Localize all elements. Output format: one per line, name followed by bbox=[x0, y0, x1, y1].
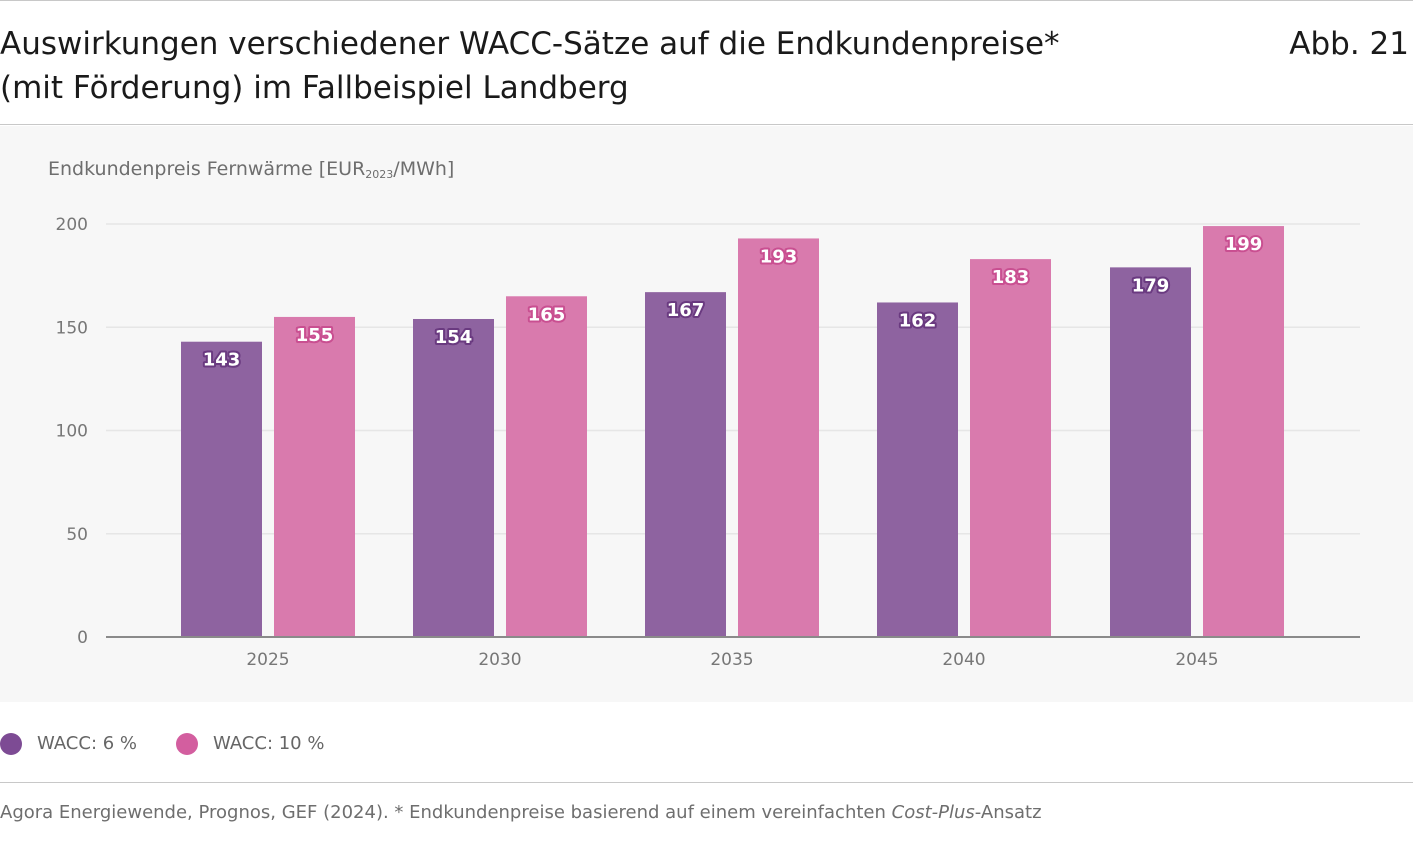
data-label: 193 bbox=[760, 246, 798, 267]
data-label: 167 bbox=[667, 300, 705, 321]
bar bbox=[645, 292, 726, 637]
title-divider bbox=[0, 124, 1413, 125]
source-italic-term: Cost-Plus bbox=[891, 802, 975, 823]
x-axis-ticks: 2025 2030 2035 2040 2045 bbox=[246, 650, 1218, 670]
x-tick-label: 2040 bbox=[942, 650, 985, 670]
bar bbox=[274, 316, 355, 637]
top-rule bbox=[0, 0, 1413, 1]
data-label: 183 bbox=[992, 267, 1030, 288]
bar bbox=[738, 238, 819, 637]
y-axis-label-text: Endkundenpreis Fernwärme [EUR bbox=[48, 158, 366, 180]
bar bbox=[1110, 267, 1191, 637]
legend-label: WACC: 10 % bbox=[213, 733, 325, 754]
figure-number: Abb. 21 bbox=[1289, 26, 1409, 62]
source-note: Agora Energiewende, Prognos, GEF (2024).… bbox=[0, 802, 1042, 823]
data-label: 162 bbox=[899, 310, 937, 331]
bar bbox=[413, 318, 494, 637]
footer-divider bbox=[0, 782, 1413, 783]
legend-label: WACC: 6 % bbox=[37, 733, 138, 754]
title-line-1: Auswirkungen verschiedener WACC-Sätze au… bbox=[0, 26, 1060, 62]
legend-swatch-icon bbox=[0, 733, 22, 755]
source-suffix: -Ansatz bbox=[974, 802, 1042, 823]
y-tick-label: 150 bbox=[56, 318, 88, 338]
y-axis-label-suffix: /MWh] bbox=[393, 158, 455, 180]
x-tick-label: 2045 bbox=[1175, 650, 1218, 670]
x-tick-label: 2030 bbox=[478, 650, 521, 670]
data-label: 155 bbox=[296, 325, 334, 346]
bar bbox=[506, 296, 587, 637]
x-tick-label: 2035 bbox=[710, 650, 753, 670]
y-tick-label: 0 bbox=[77, 628, 88, 648]
legend-swatch-icon bbox=[176, 733, 198, 755]
bar bbox=[970, 259, 1051, 637]
source-text: Agora Energiewende, Prognos, GEF (2024).… bbox=[0, 802, 892, 823]
data-label: 154 bbox=[435, 327, 473, 348]
bar bbox=[877, 302, 958, 637]
y-axis-ticks: 0 50 100 150 200 bbox=[56, 215, 88, 648]
data-label: 143 bbox=[203, 350, 241, 371]
y-tick-label: 100 bbox=[56, 422, 88, 442]
bar bbox=[1203, 226, 1284, 637]
data-label: 179 bbox=[1132, 275, 1170, 296]
chart-title: Auswirkungen verschiedener WACC-Sätze au… bbox=[0, 22, 1150, 110]
y-axis-label-subscript: 2023 bbox=[365, 168, 394, 181]
y-tick-label: 200 bbox=[56, 215, 88, 235]
y-axis-label: Endkundenpreis Fernwärme [EUR2023/MWh] bbox=[48, 158, 454, 181]
bar bbox=[181, 341, 262, 637]
bars: 143 155 154 165 167 193 162 183 179 199 bbox=[181, 226, 1284, 637]
data-label: 165 bbox=[528, 304, 566, 325]
x-tick-label: 2025 bbox=[246, 650, 289, 670]
title-line-2: (mit Förderung) im Fallbeispiel Landberg bbox=[0, 70, 629, 106]
data-label: 199 bbox=[1225, 234, 1263, 255]
y-tick-label: 50 bbox=[66, 525, 88, 545]
